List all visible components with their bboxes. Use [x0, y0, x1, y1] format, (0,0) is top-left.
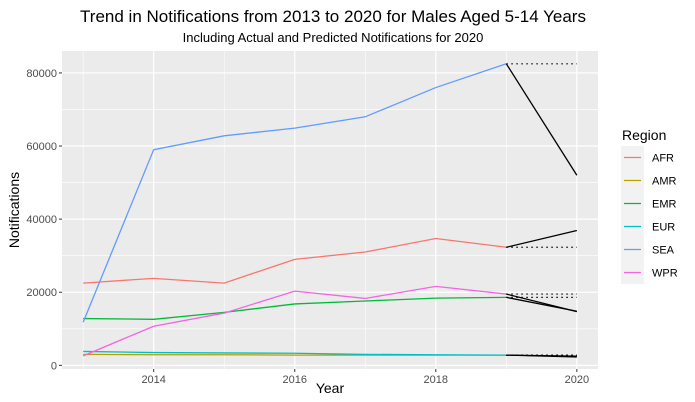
x-tick-label: 2016 — [282, 374, 306, 386]
predicted-line-eur — [506, 354, 577, 358]
legend: Region AFR AMR EMR EUR SEA WPR — [621, 127, 678, 284]
series-line-eur — [83, 350, 507, 356]
x-tick-label: 2020 — [565, 374, 589, 386]
x-axis-title: Year — [316, 380, 345, 396]
y-axis: 0 20000 40000 60000 80000 — [26, 68, 62, 372]
series-line-afr — [83, 237, 507, 284]
legend-label: AFR — [652, 153, 674, 165]
series-line-sea — [82, 63, 507, 323]
y-tick-label: 60000 — [26, 141, 57, 153]
plot-panel — [62, 51, 598, 369]
legend-title: Region — [622, 127, 666, 143]
predicted-lines — [505, 63, 578, 358]
legend-items: AFR AMR EMR EUR SEA WPR — [621, 146, 678, 284]
y-tick-label: 40000 — [26, 214, 57, 226]
predicted-line-afr — [506, 229, 577, 248]
legend-label: AMR — [652, 176, 677, 188]
x-tick-label: 2018 — [424, 374, 448, 386]
x-axis: 2014 2016 2018 2020 — [141, 369, 589, 386]
predicted-line-sea — [505, 63, 578, 176]
legend-label: WPR — [652, 268, 678, 280]
legend-label: SEA — [652, 245, 675, 257]
legend-label: EUR — [652, 222, 675, 234]
y-axis-title: Notifications — [6, 172, 22, 248]
x-tick-label: 2014 — [141, 374, 165, 386]
y-tick-label: 0 — [51, 360, 57, 372]
grid-major — [62, 51, 598, 369]
series-line-wpr — [82, 285, 507, 357]
series-line-emr — [83, 296, 507, 320]
legend-label: EMR — [652, 199, 677, 211]
predicted-line-wpr — [506, 293, 577, 313]
chart-subtitle: Including Actual and Predicted Notificat… — [183, 30, 484, 45]
y-tick-label: 20000 — [26, 287, 57, 299]
chart-title: Trend in Notifications from 2013 to 2020… — [80, 7, 586, 26]
y-tick-label: 80000 — [26, 68, 57, 80]
series-lines — [82, 63, 507, 357]
